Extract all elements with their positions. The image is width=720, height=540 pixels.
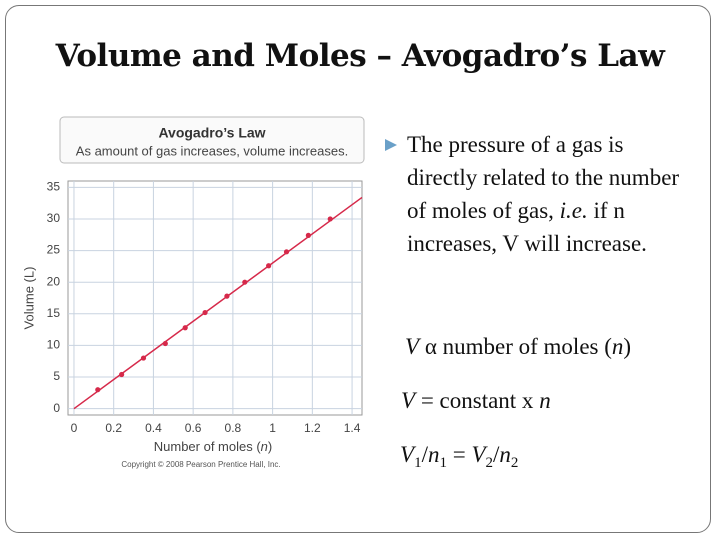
eq-part: V — [400, 442, 415, 467]
bullet-part: if n increases, V will increase. — [407, 198, 647, 256]
eq-part: / — [493, 442, 500, 467]
eq-part: = — [446, 442, 472, 467]
data-point — [162, 340, 168, 347]
x-tick-label: 0.2 — [105, 421, 122, 435]
bullet-part: The pressure of a gas is directly relate… — [407, 132, 680, 223]
x-tick-label: 0 — [71, 421, 78, 435]
slide-frame — [5, 5, 711, 533]
data-point — [140, 355, 147, 361]
x-tick-label: 0.8 — [225, 421, 242, 435]
eq-part: 2 — [485, 455, 494, 471]
y-tick-label: 0 — [53, 401, 60, 415]
eq-part: n — [499, 442, 511, 467]
y-tick-label: 15 — [47, 306, 61, 320]
x-tick-label: 0.4 — [145, 421, 162, 435]
data-point — [305, 232, 311, 238]
data-point — [242, 279, 248, 285]
caption-box — [59, 116, 365, 164]
y-tick-label: 10 — [47, 338, 61, 352]
y-tick-label: 35 — [47, 179, 61, 193]
eq-part: 1 — [414, 455, 422, 471]
eq-part: = constant x — [415, 388, 540, 413]
equation: V α number of moles (n) — [405, 334, 631, 360]
data-point — [119, 371, 125, 378]
data-point — [95, 387, 101, 393]
y-axis-label: Volume (L) — [21, 267, 36, 330]
eq-part: n — [427, 442, 440, 467]
bullet-text: The pressure of a gas is directly relate… — [385, 128, 697, 260]
data-point — [283, 249, 290, 255]
data-point — [266, 263, 272, 269]
data-point — [327, 216, 333, 222]
y-tick-label: 25 — [47, 243, 61, 257]
bullet-part: i.e. — [559, 198, 588, 223]
x-tick-label: 1.4 — [344, 421, 361, 435]
x-axis-label-part: Number of moles ( — [154, 439, 262, 454]
y-tick-label: 5 — [53, 369, 60, 383]
eq-part: V — [401, 388, 416, 413]
eq-part: 2 — [510, 455, 519, 471]
x-tick-label: 1 — [269, 421, 276, 435]
x-tick-label: 1.2 — [304, 421, 321, 435]
data-point — [182, 325, 188, 331]
bullet-marker — [385, 139, 397, 151]
eq-part: ) — [623, 334, 632, 359]
chart-title: Avogadro’s Law — [158, 125, 265, 141]
y-tick-label: 30 — [47, 211, 61, 225]
eq-part: number of moles ( — [442, 334, 612, 359]
eq-part: n — [611, 334, 624, 359]
data-point — [224, 293, 230, 299]
eq-part: / — [421, 442, 428, 467]
x-axis-label-part: ) — [268, 439, 272, 454]
equation: V = constant x n — [401, 388, 551, 414]
eq-part: V — [405, 334, 420, 359]
x-axis-label-part: n — [261, 439, 268, 454]
chart-subtitle: As amount of gas increases, volume incre… — [76, 143, 348, 158]
x-axis-label: Number of moles (n) — [154, 439, 273, 454]
x-tick-label: 0.6 — [185, 421, 202, 435]
plot-area — [67, 180, 363, 416]
eq-part: α — [419, 334, 443, 359]
equation: V1/n1 = V2/n2 — [400, 442, 518, 472]
eq-part: n — [539, 388, 551, 413]
data-point — [202, 309, 208, 316]
eq-part: 1 — [439, 455, 447, 471]
copyright: Copyright © 2008 Pearson Prentice Hall, … — [121, 460, 280, 469]
slide-title: Volume and Moles – Avogadro’s Law — [55, 38, 665, 74]
y-tick-label: 20 — [47, 274, 61, 288]
eq-part: V — [471, 442, 486, 467]
